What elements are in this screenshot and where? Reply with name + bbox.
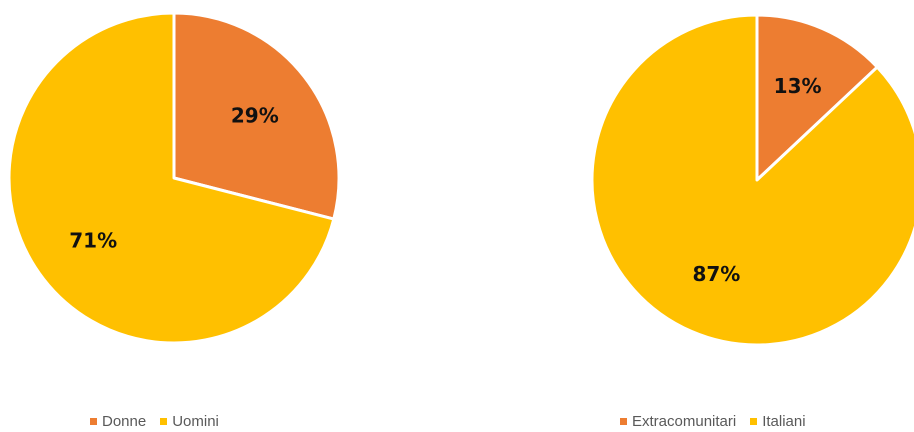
legend-swatch-uomini [160,418,168,425]
legend-origin: Extracomunitari Italiani [620,413,806,430]
pie-chart-origin: 13% 87% [590,13,914,347]
data-label-uomini: 71% [69,229,117,253]
legend-gender: Donne Uomini [90,413,219,430]
data-label-donne: 29% [231,103,279,127]
pie-slice-donne [172,11,341,221]
legend-item-uomini: Uomini [160,413,219,430]
legend-swatch-extracomunitari [620,418,627,425]
legend-item-italiani: Italiani [750,413,806,430]
legend-label-extracomunitari: Extracomunitari [632,413,737,430]
legend-label-donne: Donne [102,413,147,430]
legend-item-extracomunitari: Extracomunitari [620,413,736,430]
pie-chart-gender: 29% 71% [7,11,341,345]
legend-item-donne: Donne [90,413,146,430]
legend-swatch-italiani [750,418,758,425]
data-label-italiani: 87% [692,262,740,286]
legend-label-uomini: Uomini [172,413,219,430]
legend-swatch-donne [90,418,97,425]
pie-slice-italiani [590,13,914,347]
legend-label-italiani: Italiani [762,413,806,430]
data-label-extracomunitari: 13% [774,74,822,98]
pie-slice-extracomunitari [755,13,879,182]
pie-slice-uomini [7,11,336,345]
